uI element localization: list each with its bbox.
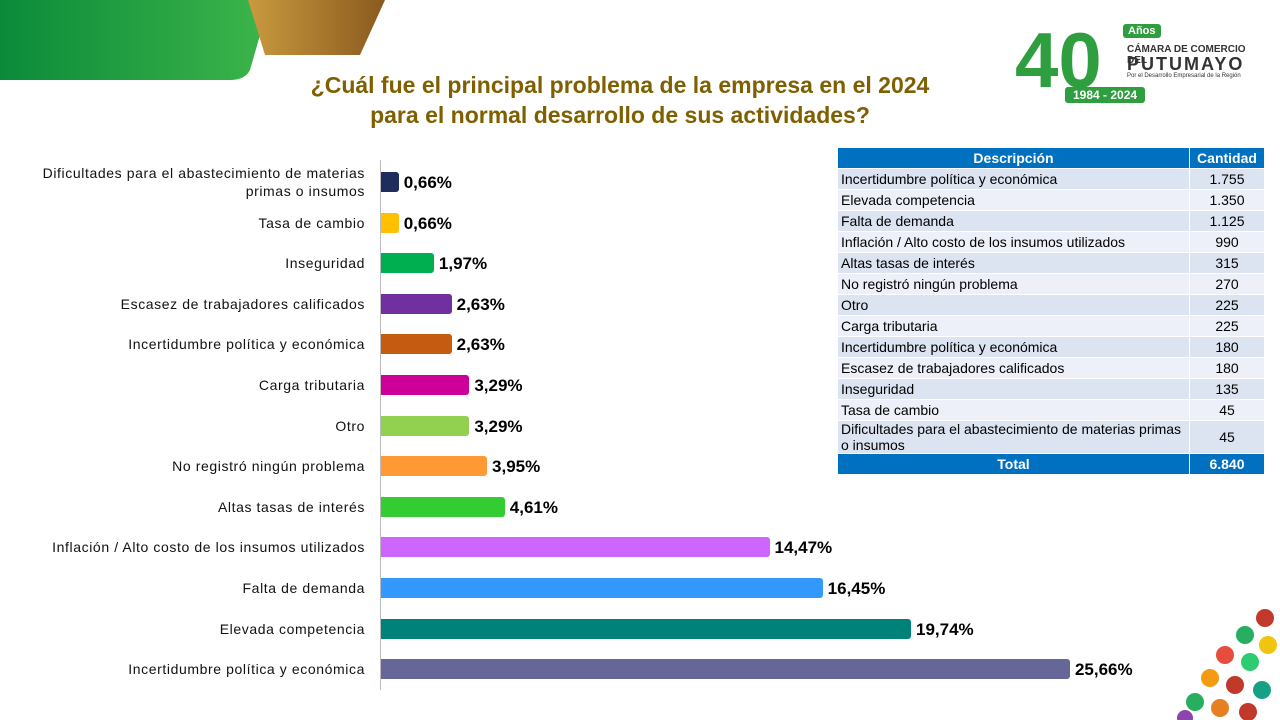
table-row: Falta de demanda 1.125 (838, 211, 1264, 231)
category-label: Incertidumbre política y económica (128, 336, 365, 353)
value-label: 3,95% (492, 457, 541, 477)
value-label: 2,63% (456, 335, 505, 355)
value-label: 16,45% (827, 579, 886, 598)
category-label: Altas tasas de interés (217, 498, 365, 515)
category-label: Carga tributaria (258, 377, 365, 393)
table-cell: 45 (1190, 400, 1264, 420)
value-label: 3,29% (474, 416, 523, 436)
bar (381, 375, 470, 395)
table-cell: 45 (1190, 421, 1264, 453)
bar (381, 293, 452, 314)
table-cell: Altas tasas de interés (838, 253, 1189, 273)
value-label: 3,29% (474, 376, 523, 395)
table-cell: No registró ningún problema (838, 274, 1189, 294)
table-cell: 135 (1190, 379, 1264, 399)
data-table: Descripción Cantidad Incertidumbre políti… (837, 147, 1265, 475)
table-cell: Escasez de trabajadores calificados (838, 358, 1189, 378)
bar (381, 212, 399, 233)
table-cell: Falta de demanda (838, 211, 1189, 231)
category-label: Inflación / Alto costo de los insumos ut… (52, 539, 365, 556)
table-cell: Elevada competencia (838, 190, 1189, 210)
logo-years: 1984 - 2024 (1065, 87, 1146, 103)
bar (381, 618, 912, 639)
table-cell: Total (838, 454, 1189, 474)
table-cell: Inseguridad (838, 379, 1189, 399)
logo: 40 Años CÁMARA DE COMERCIO DEL PUTUMAYO … (1015, 12, 1265, 107)
table-cell: Inflación / Alto costo de los insumos ut… (838, 232, 1189, 252)
table-cell: Otro (838, 295, 1189, 315)
table-row: Otro 225 (838, 295, 1264, 315)
table-cell: Incertidumbre política y económica (838, 337, 1189, 357)
bar (381, 537, 770, 558)
category-label: Tasa de cambio (258, 214, 365, 231)
logo-text: Por el Desarrollo Empresarial de la Regi… (1127, 73, 1241, 79)
value-label: 1,97% (438, 254, 488, 274)
category-label: Incertidumbre política y económica (128, 661, 365, 678)
header-decoration (0, 0, 385, 80)
table-cell: 1.350 (1190, 190, 1264, 210)
bar (381, 334, 452, 355)
logo-text: PUTUMAYO (1127, 54, 1245, 74)
bar (381, 578, 823, 598)
table-cell: 180 (1190, 358, 1264, 378)
table-row: No registró ningún problema 270 (838, 274, 1264, 294)
table-row: Inflación / Alto costo de los insumos ut… (838, 232, 1264, 252)
category-label: Elevada competencia (219, 620, 365, 637)
value-label: 0,66% (403, 173, 452, 192)
title-line: para el normal desarrollo de sus activid… (370, 102, 870, 128)
beads-decoration (1177, 609, 1277, 720)
table-row: Carga tributaria 225 (838, 316, 1264, 336)
category-label: No registró ningún problema (172, 458, 365, 475)
value-label: 25,66% (1074, 660, 1133, 680)
table-total-row: Total 6.840 (838, 454, 1264, 474)
category-label: Escasez de trabajadores calificados (120, 295, 365, 312)
table-cell: 315 (1190, 253, 1264, 273)
bar (381, 456, 488, 477)
table-cell: Tasa de cambio (838, 400, 1189, 420)
table-row: Tasa de cambio 45 (838, 400, 1264, 420)
category-label: Dificultades para el abastecimiento de m… (42, 165, 365, 199)
table-cell: 990 (1190, 232, 1264, 252)
category-label: Falta de demanda (242, 580, 365, 596)
value-label: 19,74% (916, 619, 974, 639)
logo-text: CÁMARA DE COMERCIO DEL (1127, 44, 1246, 66)
table-cell: 1.125 (1190, 211, 1264, 231)
category-label: Otro (335, 417, 365, 434)
logo-text: Años (1123, 24, 1161, 38)
table-row: Dificultades para el abastecimiento de m… (838, 421, 1264, 453)
bar (381, 415, 470, 436)
logo-number: 40 (1015, 16, 1102, 104)
table-row: Inseguridad 135 (838, 379, 1264, 399)
table-cell: 270 (1190, 274, 1264, 294)
table-cell: 180 (1190, 337, 1264, 357)
category-label: Inseguridad (285, 255, 365, 272)
axis-line (380, 160, 381, 690)
table-row: Elevada competencia 1.350 (838, 190, 1264, 210)
bar (381, 253, 434, 274)
bar (381, 659, 1070, 680)
table-cell: Incertidumbre política y económica (838, 169, 1189, 189)
table-cell: 225 (1190, 295, 1264, 315)
bar (381, 496, 505, 517)
value-label: 14,47% (774, 538, 833, 558)
bar (381, 172, 399, 192)
title-line: ¿Cuál fue el principal problema de la em… (310, 72, 930, 98)
value-label: 0,66% (403, 213, 452, 233)
table-row: Escasez de trabajadores calificados 180 (838, 358, 1264, 378)
table-row: Incertidumbre política y económica 1.755 (838, 169, 1264, 189)
table-row: Altas tasas de interés 315 (838, 253, 1264, 273)
table-cell: Carga tributaria (838, 316, 1189, 336)
table-header: Cantidad (1190, 148, 1264, 168)
table-cell: Dificultades para el abastecimiento de m… (838, 421, 1189, 453)
table-header: Descripción (838, 148, 1189, 168)
value-label: 4,61% (509, 497, 558, 517)
table-cell: 225 (1190, 316, 1264, 336)
table-cell: 6.840 (1190, 454, 1264, 474)
table-row: Incertidumbre política y económica 180 (838, 337, 1264, 357)
value-label: 2,63% (456, 294, 505, 314)
table-cell: 1.755 (1190, 169, 1264, 189)
